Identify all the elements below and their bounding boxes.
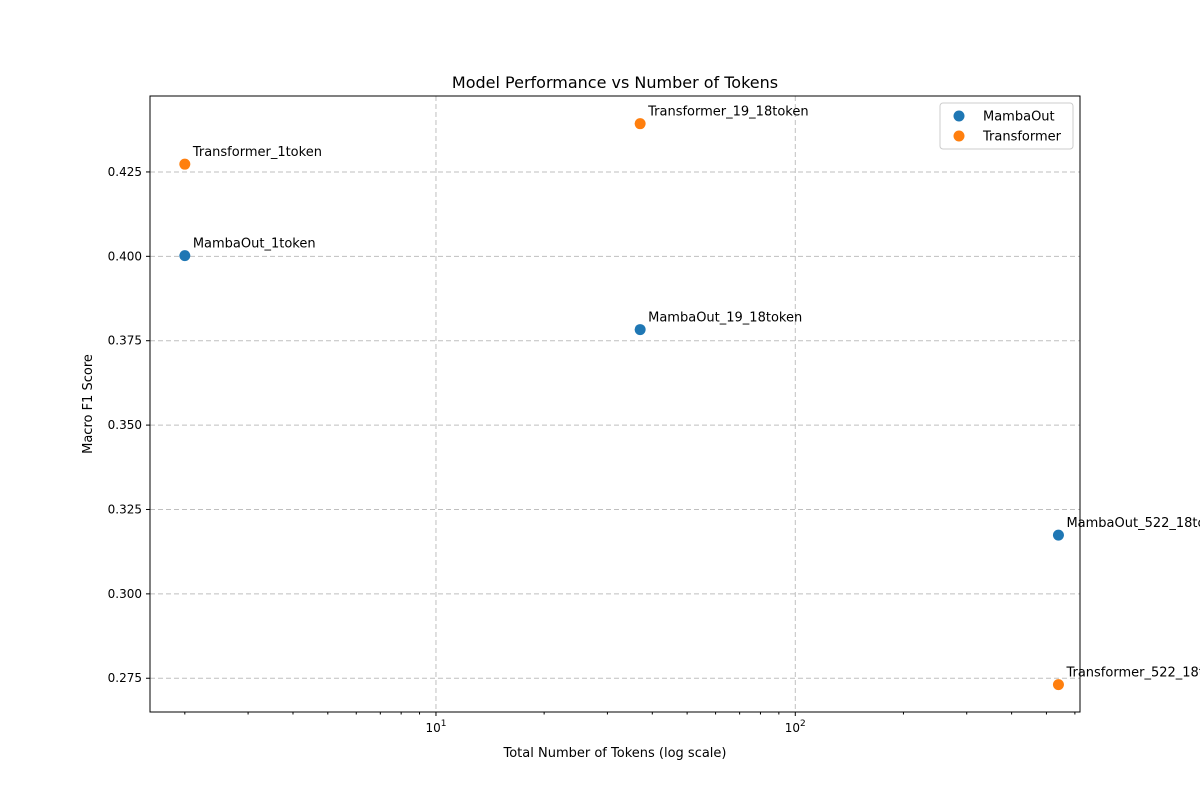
data-point-transformer — [634, 118, 646, 130]
y-axis-label: Macro F1 Score — [81, 354, 96, 454]
data-point-transformer — [1052, 679, 1064, 691]
legend-marker — [953, 110, 965, 122]
legend-label: Transformer — [982, 130, 1062, 145]
chart-title: Model Performance vs Number of Tokens — [452, 73, 778, 92]
y-tick-label: 0.325 — [108, 502, 142, 516]
point-label: MambaOut_19_18token — [648, 311, 802, 326]
point-label: MambaOut_1token — [193, 237, 316, 252]
data-point-mambaout — [179, 250, 191, 262]
y-tick-label: 0.275 — [108, 671, 142, 685]
point-label: MambaOut_522_18token — [1066, 516, 1200, 531]
point-label: Transformer_19_18token — [647, 105, 808, 120]
x-tick-label: 101 — [425, 719, 446, 735]
legend-marker — [953, 130, 965, 142]
legend-box — [939, 102, 1074, 150]
y-tick-label: 0.350 — [108, 418, 142, 432]
point-label: Transformer_1token — [192, 145, 322, 160]
data-point-mambaout — [634, 324, 646, 336]
legend-label: MambaOut — [983, 110, 1055, 125]
y-tick-label: 0.400 — [108, 249, 142, 263]
data-point-transformer — [179, 158, 191, 170]
data-point-mambaout — [1052, 529, 1064, 541]
tick-layer: 0.275 0.300 0.325 0.350 0.375 0.400 0.425 101 10… — [108, 165, 806, 735]
y-tick-label: 0.375 — [108, 334, 142, 348]
x-axis-label: Total Number of Tokens (log scale) — [503, 746, 727, 761]
plot-frame — [149, 95, 1081, 713]
x-tick-label: 102 — [785, 719, 806, 735]
point-label: Transformer_522_18token — [1065, 666, 1200, 681]
points-layer: MambaOut_1token MambaOut_19_18token MambaO… — [179, 105, 1200, 691]
grid-layer — [150, 96, 1080, 712]
legend: MambaOut Transformer — [939, 102, 1074, 150]
y-tick-label: 0.425 — [108, 165, 142, 179]
y-tick-label: 0.300 — [108, 587, 142, 601]
